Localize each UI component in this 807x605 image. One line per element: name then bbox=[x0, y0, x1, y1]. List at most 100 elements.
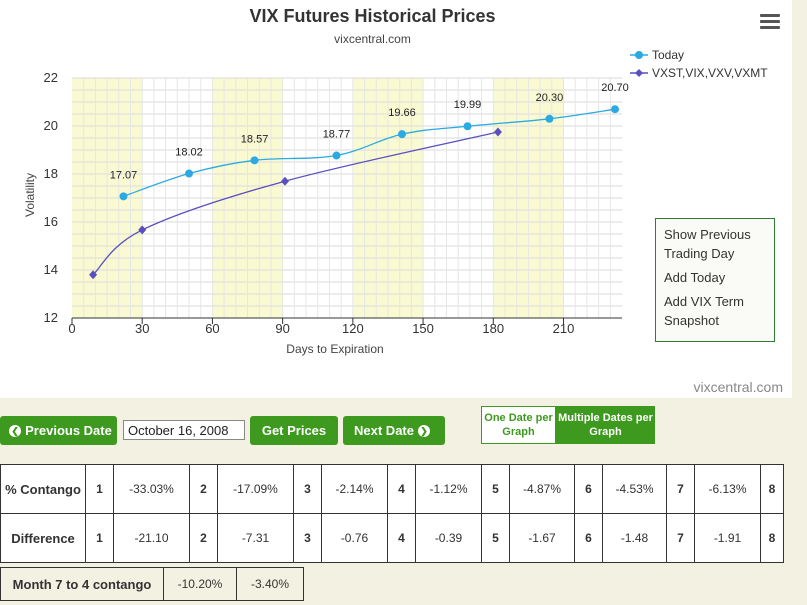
hamburger-menu-icon[interactable] bbox=[760, 14, 780, 32]
previous-date-label: Previous Date bbox=[25, 423, 112, 438]
add-today-link[interactable]: Add Today bbox=[664, 270, 726, 285]
next-date-label: Next Date bbox=[354, 423, 414, 438]
x-axis-title: Days to Expiration bbox=[286, 342, 383, 356]
table-row-contango: % Contango 1 -33.03% 2 -17.09% 3 -2.14% … bbox=[0, 464, 784, 514]
difference-value: -1.48 bbox=[602, 513, 667, 563]
month-index: 5 bbox=[481, 513, 510, 563]
data-point-today bbox=[610, 105, 619, 114]
legend-label-term: VXST,VIX,VXV,VXMT bbox=[652, 66, 768, 80]
x-tick-label: 150 bbox=[412, 321, 434, 336]
previous-date-button[interactable]: ❮ Previous Date bbox=[0, 416, 117, 445]
next-date-button[interactable]: Next Date ❯ bbox=[343, 416, 445, 445]
y-tick-label: 14 bbox=[44, 262, 58, 277]
month-index: 8 bbox=[760, 464, 784, 514]
x-tick-label: 0 bbox=[68, 321, 75, 336]
data-point-today bbox=[119, 192, 128, 201]
contango-value: -33.03% bbox=[113, 464, 190, 514]
contango-value: -4.53% bbox=[602, 464, 667, 514]
y-axis-title: Volatility bbox=[23, 173, 37, 217]
legend-term-marker-icon bbox=[630, 69, 648, 77]
difference-row-header: Difference bbox=[0, 513, 86, 563]
month-index: 6 bbox=[574, 464, 603, 514]
month-index: 3 bbox=[293, 513, 322, 563]
month-index: 3 bbox=[293, 464, 322, 514]
difference-value: -1.91 bbox=[694, 513, 761, 563]
x-tick-label: 180 bbox=[482, 321, 504, 336]
chart-legend: Today VXST,VIX,VXV,VXMT bbox=[630, 46, 768, 82]
month-index: 7 bbox=[666, 464, 695, 514]
month-index: 7 bbox=[666, 513, 695, 563]
show-previous-day-link[interactable]: Show Previous Trading Day bbox=[664, 227, 751, 261]
chevron-right-icon: ❯ bbox=[417, 424, 430, 437]
multiple-dates-per-graph-option[interactable]: Multiple Dates per Graph bbox=[556, 406, 655, 444]
contango-row-header: % Contango bbox=[0, 464, 86, 514]
page-scroll-gutter bbox=[792, 0, 807, 398]
chart-subtitle: vixcentral.com bbox=[334, 32, 411, 46]
month-7-to-4-value: -10.20% bbox=[163, 567, 237, 601]
legend-item-term[interactable]: VXST,VIX,VXV,VXMT bbox=[630, 64, 768, 82]
data-point-today bbox=[463, 122, 472, 131]
get-prices-label: Get Prices bbox=[261, 423, 327, 438]
series-line-term bbox=[92, 131, 499, 276]
contango-value: -4.87% bbox=[509, 464, 575, 514]
contango-value: -1.12% bbox=[415, 464, 482, 514]
month-7-to-4-label: Month 7 to 4 contango bbox=[0, 567, 164, 601]
contango-value: -6.13% bbox=[694, 464, 761, 514]
data-label: 19.66 bbox=[388, 107, 416, 119]
difference-value: -7.31 bbox=[217, 513, 294, 563]
spread-table: % Contango 1 -33.03% 2 -17.09% 3 -2.14% … bbox=[0, 464, 784, 563]
data-point-today bbox=[332, 151, 341, 160]
month-index: 2 bbox=[189, 513, 218, 563]
data-label: 20.30 bbox=[536, 92, 564, 104]
month-index: 5 bbox=[481, 464, 510, 514]
contango-value: -17.09% bbox=[217, 464, 294, 514]
x-tick-label: 90 bbox=[275, 321, 289, 336]
data-point-term bbox=[138, 225, 147, 235]
get-prices-button[interactable]: Get Prices bbox=[250, 416, 338, 445]
chart-options-box: Show Previous Trading Day Add Today Add … bbox=[655, 218, 775, 342]
data-point-today bbox=[250, 156, 259, 165]
y-tick-label: 22 bbox=[44, 70, 58, 85]
data-point-term bbox=[493, 127, 502, 137]
data-label: 17.07 bbox=[110, 169, 138, 181]
series-line-today bbox=[123, 108, 616, 197]
date-input[interactable] bbox=[123, 420, 245, 440]
chevron-left-icon: ❮ bbox=[9, 424, 22, 437]
data-label: 19.99 bbox=[454, 99, 482, 111]
x-tick-label: 30 bbox=[135, 321, 149, 336]
difference-value: -0.39 bbox=[415, 513, 482, 563]
y-tick-label: 18 bbox=[44, 166, 58, 181]
chart-credit[interactable]: vixcentral.com bbox=[693, 379, 783, 395]
month-index: 8 bbox=[760, 513, 784, 563]
data-point-term bbox=[89, 270, 98, 280]
x-tick-label: 120 bbox=[342, 321, 364, 336]
month-index: 4 bbox=[387, 464, 416, 514]
one-date-per-graph-option[interactable]: One Date per Graph bbox=[481, 406, 556, 444]
month-index: 1 bbox=[85, 513, 114, 563]
table-row: Month 7 to 4 contango -10.20% -3.40% bbox=[0, 567, 304, 601]
add-vix-term-link[interactable]: Add VIX Term Snapshot bbox=[664, 294, 744, 328]
difference-value: -1.67 bbox=[509, 513, 575, 563]
x-tick-label: 210 bbox=[553, 321, 575, 336]
data-point-today bbox=[398, 130, 406, 139]
legend-today-marker-icon bbox=[630, 51, 648, 59]
legend-item-today[interactable]: Today bbox=[630, 46, 768, 64]
data-label: 20.70 bbox=[601, 82, 629, 94]
legend-label-today: Today bbox=[652, 48, 685, 62]
month-7-to-4-value: -3.40% bbox=[236, 567, 304, 601]
data-point-today bbox=[185, 169, 194, 178]
data-label: 18.57 bbox=[241, 133, 269, 145]
y-tick-label: 16 bbox=[44, 214, 58, 229]
graph-mode-toggle: One Date per Graph Multiple Dates per Gr… bbox=[481, 406, 655, 444]
y-tick-label: 20 bbox=[44, 118, 58, 133]
month-index: 6 bbox=[574, 513, 603, 563]
y-tick-label: 12 bbox=[44, 310, 58, 325]
month-index: 4 bbox=[387, 513, 416, 563]
difference-value: -21.10 bbox=[113, 513, 190, 563]
data-point-term bbox=[280, 176, 289, 186]
month-index: 1 bbox=[85, 464, 114, 514]
difference-value: -0.76 bbox=[321, 513, 388, 563]
x-tick-label: 60 bbox=[205, 321, 219, 336]
data-point-today bbox=[545, 114, 554, 123]
data-label: 18.77 bbox=[323, 129, 351, 141]
